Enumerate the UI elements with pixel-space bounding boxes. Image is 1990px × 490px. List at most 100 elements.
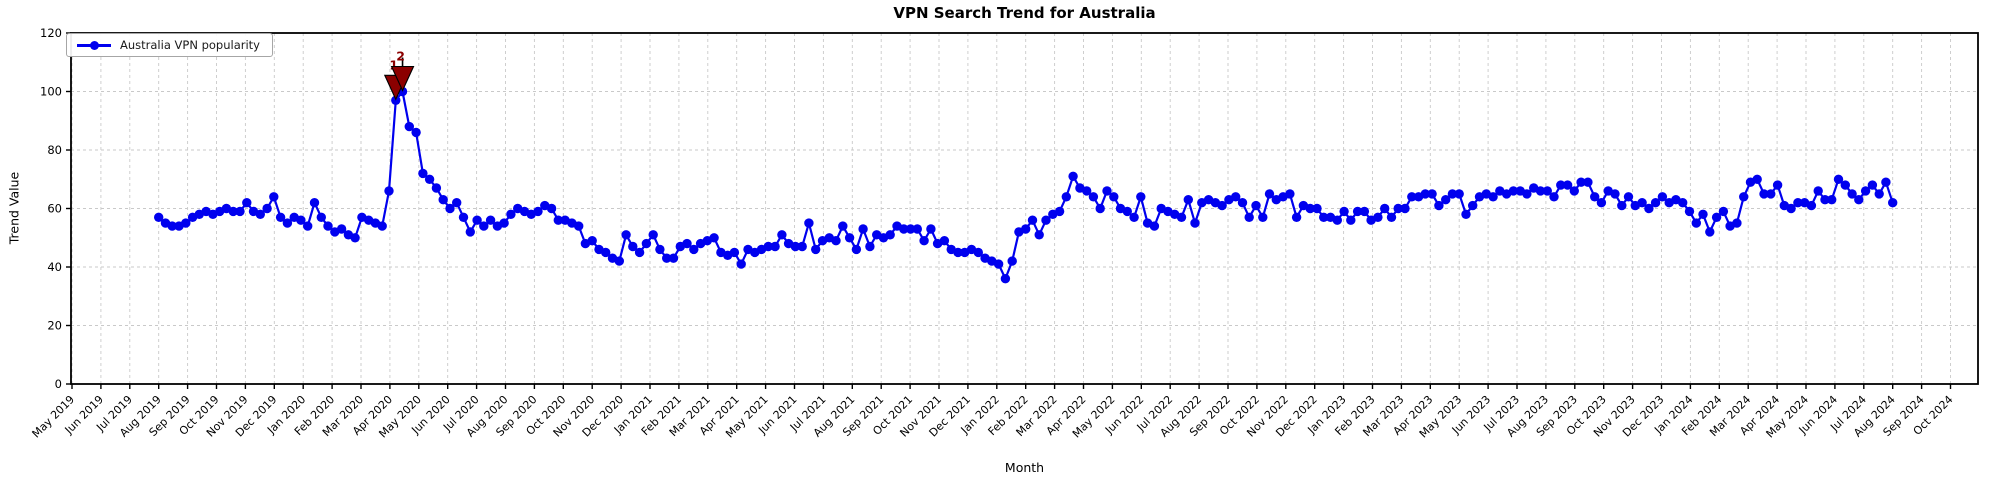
data-point-marker [587, 236, 597, 246]
legend-dot-swatch [90, 41, 99, 50]
legend: Australia VPN popularity [66, 33, 273, 57]
data-point-marker [1251, 200, 1261, 211]
data-point-marker [1772, 180, 1783, 190]
data-point-marker [1711, 212, 1722, 222]
data-point-marker [905, 224, 916, 234]
data-point-marker [1793, 198, 1803, 208]
legend-label: Australia VPN popularity [120, 38, 260, 52]
data-point-marker [1596, 198, 1607, 208]
data-point-marker [1468, 200, 1478, 211]
data-point-marker [1082, 186, 1092, 196]
data-point-marker [262, 203, 272, 214]
data-point-marker [709, 233, 719, 243]
y-tick-label: 0 [55, 377, 62, 391]
data-point-marker [452, 198, 462, 208]
data-point-marker [1291, 212, 1302, 222]
data-point-marker [1244, 212, 1254, 222]
y-tick-label: 20 [47, 319, 62, 333]
data-point-marker [282, 218, 293, 228]
data-point-marker [1122, 206, 1133, 217]
data-point-marker [939, 236, 950, 246]
data-point-marker [242, 198, 252, 208]
y-tick-label: 40 [47, 260, 62, 274]
data-point-marker [235, 206, 245, 217]
data-point-marker [1590, 192, 1600, 202]
data-point-marker [1420, 189, 1431, 199]
data-point-marker [1339, 206, 1349, 217]
data-point-marker [1007, 256, 1017, 266]
data-point-marker [154, 212, 164, 222]
data-point-marker [269, 192, 279, 202]
data-point-marker [479, 221, 489, 231]
data-point-marker [689, 244, 699, 255]
data-point-marker [1441, 195, 1451, 205]
data-point-marker [1264, 189, 1275, 199]
data-point-marker [1352, 206, 1363, 217]
data-point-marker [1109, 192, 1119, 202]
data-point-marker [1061, 192, 1072, 202]
data-point-marker [1231, 192, 1241, 202]
data-point-marker [1237, 198, 1248, 208]
data-point-marker [1874, 189, 1884, 199]
data-point-marker [458, 212, 469, 222]
data-point-marker [777, 230, 787, 240]
data-point-marker [1373, 212, 1383, 222]
data-point-marker [424, 174, 435, 184]
data-point-marker [838, 221, 848, 231]
data-point-marker [404, 121, 414, 132]
data-point-marker [1833, 174, 1844, 184]
data-point-marker [296, 215, 306, 225]
data-point-marker [1285, 189, 1295, 199]
data-point-marker [1258, 212, 1268, 222]
data-point-marker [1319, 212, 1329, 222]
data-point-marker [411, 127, 421, 138]
data-point-marker [858, 224, 868, 234]
data-point-marker [1034, 230, 1044, 240]
data-point-marker [1881, 177, 1891, 187]
data-point-marker [1759, 189, 1769, 199]
data-point-marker [831, 236, 841, 246]
data-point-marker [993, 259, 1004, 269]
data-point-marker [1718, 206, 1729, 217]
data-point-marker [1684, 206, 1695, 217]
data-point-marker [1183, 195, 1194, 205]
data-point-marker [682, 238, 692, 249]
data-point-marker [1732, 218, 1742, 228]
data-point-marker [1095, 203, 1105, 214]
data-point-marker [1102, 186, 1112, 196]
data-point-marker [553, 215, 563, 225]
data-point-marker [384, 186, 394, 196]
data-point-marker [770, 241, 780, 252]
data-point-marker [303, 221, 313, 231]
data-point-marker [1149, 221, 1160, 231]
data-point-marker [1888, 198, 1898, 208]
data-point-marker [885, 230, 895, 240]
data-point-marker [1488, 192, 1498, 202]
data-point-marker [1840, 180, 1851, 190]
y-tick-label: 100 [40, 85, 62, 99]
data-point-marker [1820, 195, 1830, 205]
data-point-marker [926, 224, 936, 234]
data-point-marker [1535, 186, 1546, 196]
data-point-marker [533, 206, 543, 217]
data-point-marker [1136, 192, 1146, 202]
data-point-marker [621, 230, 631, 240]
data-point-marker [1454, 189, 1464, 199]
data-point-marker [973, 247, 983, 258]
data-point-marker [1678, 198, 1688, 208]
data-point-marker [668, 253, 679, 263]
data-point-marker [912, 224, 922, 234]
data-point-marker [1434, 200, 1444, 211]
data-point-marker [499, 218, 509, 228]
data-point-marker [662, 253, 672, 263]
data-point-marker [377, 221, 387, 231]
data-point-marker [1190, 218, 1200, 228]
data-point-marker [1766, 189, 1776, 199]
data-point-marker [628, 241, 638, 252]
data-point-marker [1359, 206, 1370, 217]
data-point-marker [1786, 203, 1796, 214]
data-point-marker [1088, 192, 1099, 202]
data-point-marker [614, 256, 624, 266]
annotation-triangle-icon [390, 65, 415, 92]
data-point-marker [1054, 206, 1065, 217]
